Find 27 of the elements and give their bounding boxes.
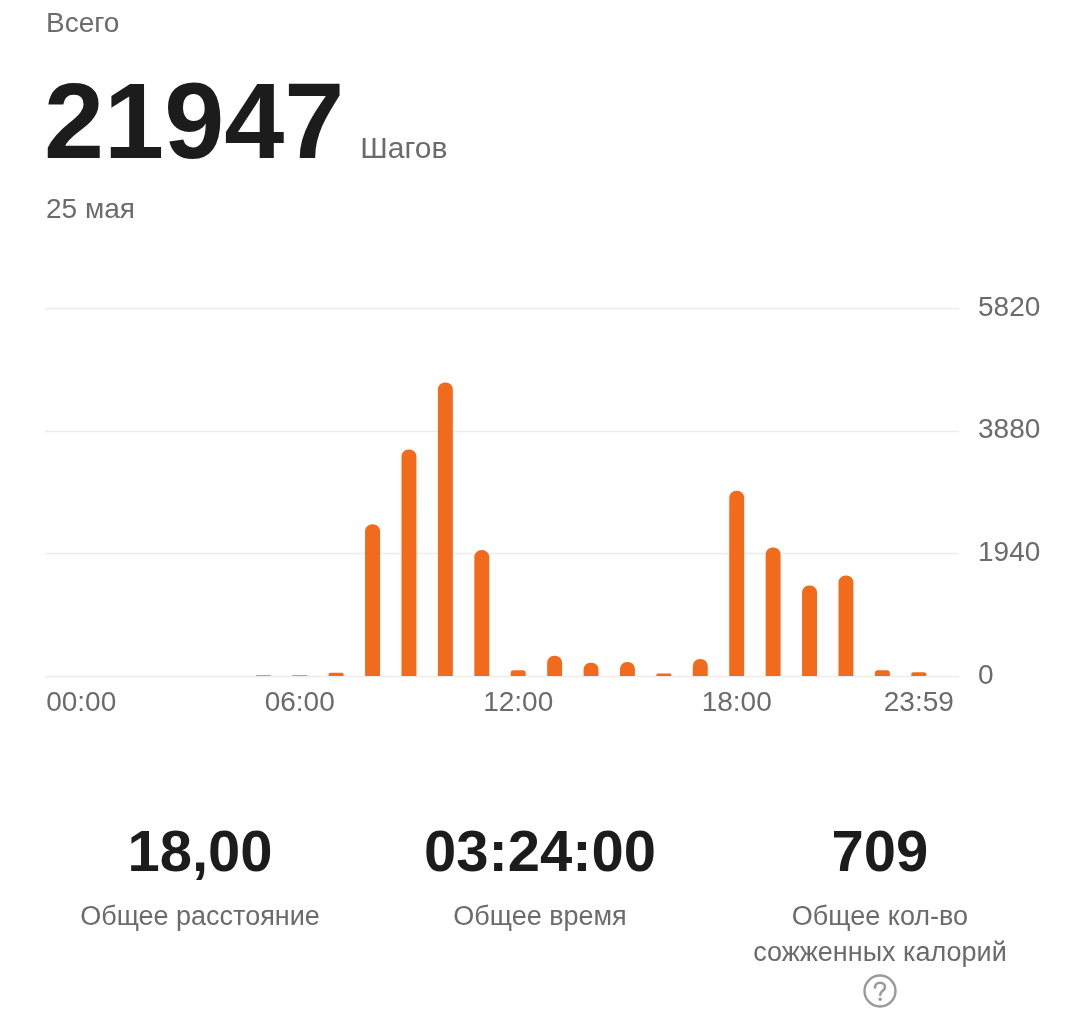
text: Общее расстояние [79, 900, 321, 933]
chart-subtitle: 25 мая [46, 192, 135, 226]
bar [437, 382, 453, 676]
y-tick-label: 3880 [978, 413, 1041, 445]
bar [474, 550, 490, 676]
x-tick-label: 12:00 [483, 685, 554, 717]
text: 18,00 [126, 818, 274, 884]
bar [401, 449, 417, 676]
bar [365, 524, 381, 676]
y-tick-label: 1940 [978, 535, 1041, 567]
y-tick-label: 0 [978, 658, 994, 690]
bar [729, 490, 745, 676]
x-tick-label: 23:59 [883, 685, 954, 717]
text: 709 [830, 818, 930, 884]
x-tick-label: 00:00 [46, 685, 117, 717]
text: 03:24:00 [422, 818, 658, 884]
text: Общее время [452, 900, 628, 933]
y-tick-label: 5820 [978, 290, 1041, 322]
chart-title: Всего [46, 6, 120, 40]
bar [838, 575, 854, 676]
x-tick-label: 06:00 [264, 685, 335, 717]
text: Шагов [360, 131, 448, 165]
bar [802, 585, 818, 676]
bar [765, 547, 781, 676]
text: Общее кол-во сожженных калорий [752, 900, 1008, 969]
text: 21947 [44, 60, 345, 181]
x-tick-label: 18:00 [701, 685, 772, 717]
